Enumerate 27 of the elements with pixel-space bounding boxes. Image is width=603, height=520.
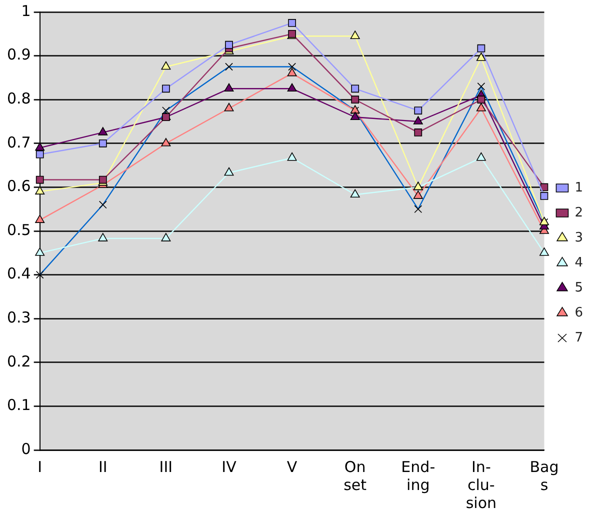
y-tick-label: 0.5	[6, 220, 31, 239]
x-tick-label: I	[38, 458, 42, 476]
x-tick-label: IV	[222, 458, 238, 476]
legend-label: 4	[574, 255, 584, 270]
y-tick-label: 0.4	[6, 264, 31, 283]
legend-label: 1	[574, 180, 584, 196]
y-tick-label: 0.8	[6, 89, 31, 108]
y-tick-label: 0.1	[6, 396, 31, 414]
y-tick-label: 0	[21, 440, 31, 458]
x-tick-label: III	[159, 458, 173, 476]
legend-label: 6	[574, 305, 584, 320]
y-tick-label: 0.9	[6, 46, 31, 64]
x-tick-label: In- clu- sion	[466, 458, 497, 512]
x-tick-label: II	[98, 458, 108, 476]
x-tick-label: Bag s	[530, 458, 559, 494]
y-tick-label: 0.2	[6, 352, 31, 370]
legend-label: 7	[574, 330, 584, 346]
x-tick-label: On set	[344, 458, 367, 494]
x-tick-label: End- ing	[401, 458, 436, 494]
y-tick-label: 0.6	[6, 177, 31, 196]
y-tick-label: 0.3	[6, 308, 31, 326]
y-tick-label: 0.7	[6, 133, 31, 152]
legend-label: 3	[574, 230, 584, 246]
legend-label: 5	[574, 280, 584, 296]
legend-label: 2	[574, 205, 584, 220]
x-tick-label: V	[286, 458, 298, 476]
y-tick-label: 1	[21, 2, 31, 20]
